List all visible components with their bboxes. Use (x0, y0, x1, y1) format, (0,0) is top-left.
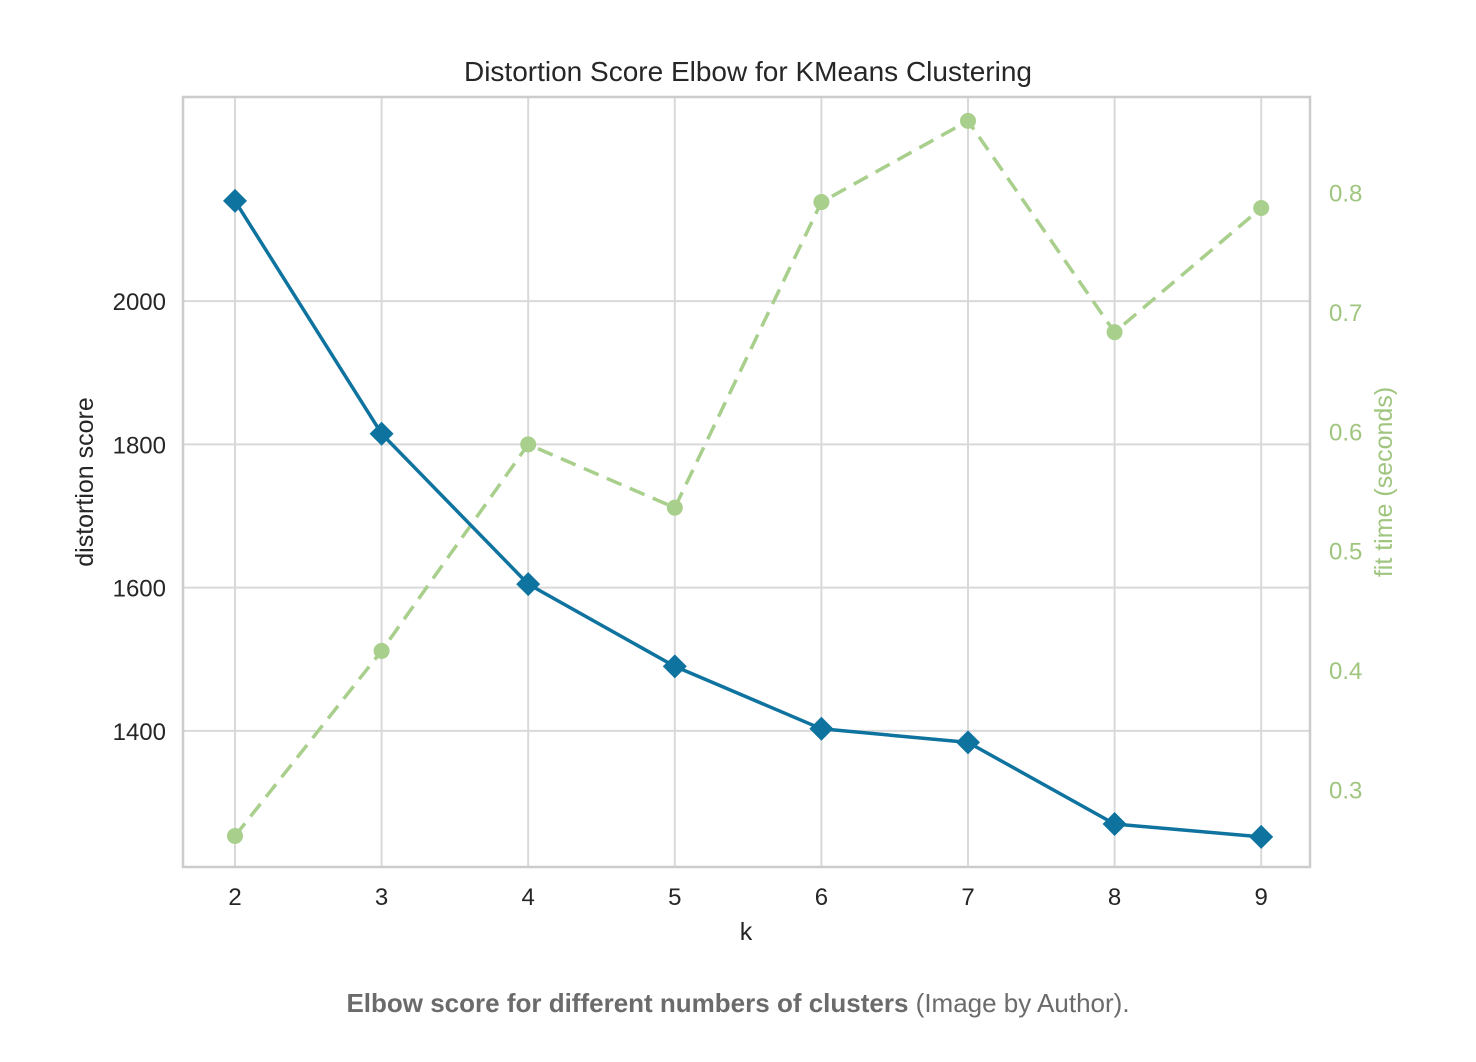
distortion-point-k7 (956, 730, 980, 755)
y-tick-label-1400: 1400 (113, 719, 166, 746)
figure-caption: Elbow score for different numbers of clu… (0, 988, 1476, 1019)
distortion-point-k9 (1249, 824, 1274, 849)
distortion-point-k3 (369, 421, 394, 446)
x-tick-labels: 2 3 4 5 6 7 8 9 (228, 884, 1268, 911)
x-tick-label-2: 2 (228, 884, 241, 911)
distortion-point-k8 (1102, 812, 1127, 836)
y-tick-label-1600: 1600 (113, 576, 166, 603)
y-tick-labels: 1400 1600 1800 2000 (113, 289, 166, 746)
fit-time-point-k7 (960, 112, 976, 129)
fit-time-point-k4 (520, 436, 537, 453)
fit-time-point-k2 (227, 827, 243, 844)
fit-time-point-k5 (666, 499, 683, 516)
distortion-point-k5 (662, 654, 687, 679)
elbow-chart: Distortion Score Elbow for KMeans Cluste… (71, 56, 1398, 946)
caption-rest: (Image by Author). (908, 988, 1130, 1018)
distortion-point-k4 (516, 572, 541, 597)
grid (183, 97, 1310, 867)
y2-tick-label-0.3: 0.3 (1329, 777, 1362, 804)
chart-title: Distortion Score Elbow for KMeans Cluste… (464, 56, 1032, 87)
x-tick-label-5: 5 (668, 884, 681, 911)
caption-bold: Elbow score for different numbers of clu… (346, 988, 909, 1018)
y-tick-label-2000: 2000 (113, 289, 166, 316)
x-tick-label-3: 3 (375, 884, 388, 911)
x-tick-label-9: 9 (1255, 884, 1268, 911)
y-axis-label: distortion score (71, 397, 99, 567)
y2-tick-label-0.8: 0.8 (1329, 181, 1362, 208)
distortion-line (233, 199, 1262, 839)
x-tick-label-7: 7 (961, 884, 974, 911)
y2-tick-label-0.5: 0.5 (1329, 539, 1362, 566)
y2-tick-label-0.7: 0.7 (1329, 300, 1362, 327)
distortion-point-k6 (809, 716, 834, 741)
fit-time-point-k3 (373, 642, 390, 659)
x-tick-label-4: 4 (522, 884, 535, 911)
y2-tick-label-0.4: 0.4 (1329, 658, 1362, 685)
y2-tick-label-0.6: 0.6 (1329, 419, 1362, 446)
fit-time-line (233, 119, 1263, 838)
series-layer (223, 112, 1274, 849)
y2-tick-labels: 0.3 0.4 0.5 0.6 0.7 0.8 (1329, 181, 1362, 805)
y2-axis-label: fit time (seconds) (1370, 387, 1398, 577)
fit-time-point-k9 (1253, 200, 1270, 217)
x-tick-label-6: 6 (815, 884, 828, 911)
x-axis-label: k (740, 918, 753, 946)
plot-frame (181, 95, 1312, 869)
x-tick-label-8: 8 (1108, 884, 1121, 911)
distortion-point-k2 (223, 188, 247, 213)
fit-time-point-k6 (813, 194, 830, 211)
plot-area (183, 97, 1310, 867)
fit-time-point-k8 (1106, 324, 1123, 341)
y-tick-label-1800: 1800 (113, 432, 166, 459)
